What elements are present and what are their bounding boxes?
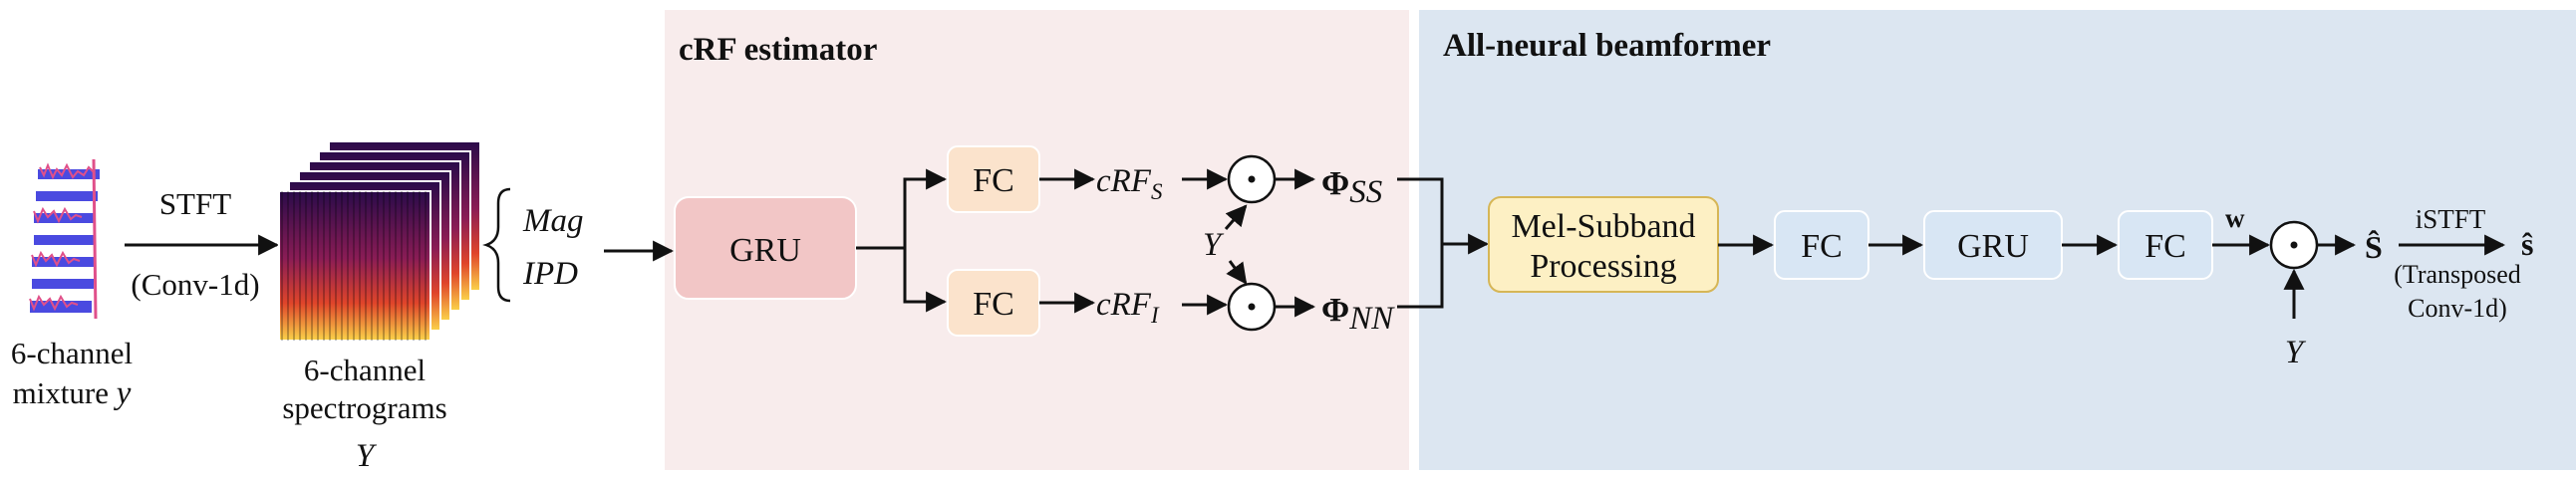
mixture-label-line1: 6-channel [11,336,133,370]
crf-s-label: cRFS [1096,163,1163,204]
mag-label: Mag [522,203,584,239]
crf-gru-label: GRU [729,232,801,269]
conv1d-label: (Conv-1d) [131,267,259,302]
transposed-label-line1: (Transposed [2394,260,2521,289]
mixture-label-line2: mixture y [13,375,132,411]
istft-label: iSTFT [2416,204,2486,234]
waveform-stack-icon [29,158,100,320]
mel-subband-label-line2: Processing [1530,248,1676,285]
spectrogram-variable: Y [356,438,378,474]
spectrogram-label-line1: 6-channel [304,353,426,387]
beam-gru-label: GRU [1957,228,2029,265]
crf-section-title: cRF estimator [679,32,877,68]
spectrogram-stack-icon [278,140,481,342]
beam-y-label: Y [2285,335,2307,370]
y-to-multiply-top-arrow [1224,204,1248,230]
transposed-label-line2: Conv-1d) [2408,294,2507,323]
multiply-top-icon [1227,154,1277,204]
multiply-beam-icon [2269,220,2319,270]
s-hat-spectrum-label: Ŝ [2365,229,2383,265]
weights-label: w [2225,203,2245,233]
gru-to-fc-bottom-arrow [903,248,948,313]
spectrogram-label-line2: spectrograms [282,390,446,425]
crf-y-label: Y [1203,227,1225,263]
feature-brace [482,187,511,303]
y-to-multiply-bottom-arrow [1226,260,1248,285]
phi-nn-label: ΦNN [1321,292,1395,337]
phi-ss-label: ΦSS [1321,165,1382,210]
beamformer-section-title: All-neural beamformer [1443,28,1771,64]
multiply-bottom-icon [1227,282,1277,332]
crf-i-label: cRFI [1096,287,1160,328]
crf-fc-top-label: FC [973,162,1014,199]
ipd-label: IPD [522,256,578,292]
beam-fc2-label: FC [2145,228,2186,265]
beam-fc1-label: FC [1801,228,1843,265]
stft-label: STFT [159,186,231,221]
crf-fc-bottom-label: FC [973,286,1014,323]
gru-to-fc-top-arrow [856,168,948,250]
s-hat-output-label: ŝ [2521,226,2533,262]
mel-subband-label-line1: Mel-Subband [1511,208,1695,245]
